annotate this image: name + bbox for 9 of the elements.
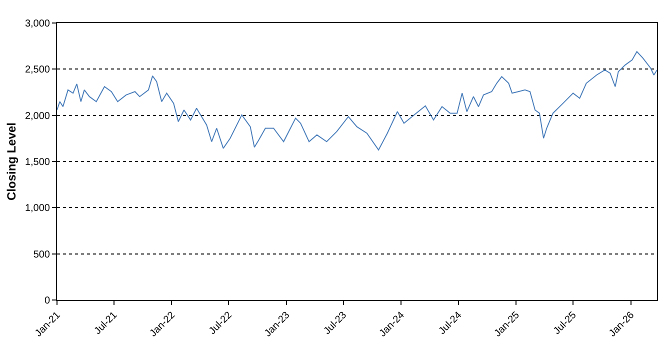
y-tick-label: 2,000 (24, 110, 50, 122)
y-tick-label: 1,000 (24, 203, 50, 214)
y-tick-label: 0 (44, 296, 50, 306)
y-tick-label: 1,500 (24, 157, 50, 168)
y-tick-label: 3,000 (24, 18, 50, 30)
y-tick-label: 500 (33, 249, 50, 260)
y-axis-title: Closing Level (4, 122, 18, 201)
line-series (57, 51, 657, 150)
y-tick-label: 2,500 (24, 64, 50, 76)
